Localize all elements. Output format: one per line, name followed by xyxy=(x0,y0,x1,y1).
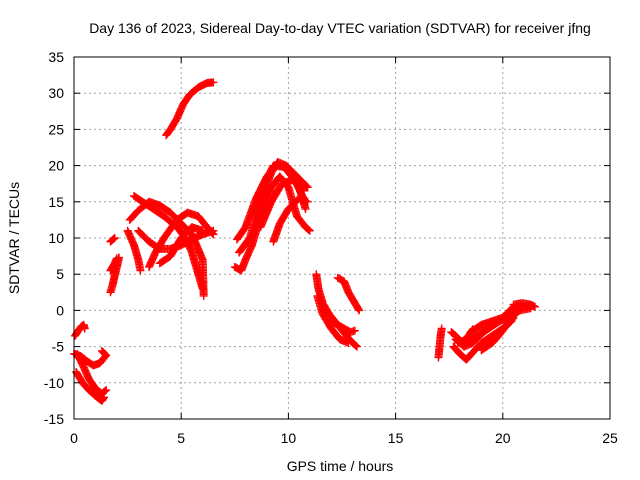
series-track-r xyxy=(247,161,308,221)
data-point xyxy=(303,197,312,206)
series-track-y xyxy=(434,324,446,362)
data-point xyxy=(198,226,207,235)
data-point xyxy=(299,186,308,195)
y-tick-label: 25 xyxy=(48,121,64,137)
data-point xyxy=(350,326,359,335)
series-track-af xyxy=(509,299,539,311)
data-point xyxy=(97,346,106,355)
series-track-f xyxy=(106,253,124,297)
series-track-x xyxy=(327,317,359,337)
data-point xyxy=(351,341,360,350)
y-axis-label: SDTVAR / TECUs xyxy=(6,182,22,294)
series-track-ae xyxy=(477,313,518,355)
y-tick-label: -10 xyxy=(44,375,64,391)
series-track-g xyxy=(106,234,119,246)
series-track-t xyxy=(256,176,308,232)
x-tick-label: 25 xyxy=(602,430,618,446)
chart-title: Day 136 of 2023, Sidereal Day-to-day VTE… xyxy=(89,20,591,36)
data-point xyxy=(304,225,313,234)
data-point xyxy=(301,205,310,214)
data-point xyxy=(509,313,518,322)
data-point xyxy=(109,234,118,243)
data-point xyxy=(530,302,539,311)
series-track-w xyxy=(333,273,364,315)
series-track-l xyxy=(145,208,218,271)
series-track-m xyxy=(155,223,207,268)
x-tick-label: 10 xyxy=(281,430,297,446)
data-point xyxy=(136,266,145,275)
data-points xyxy=(70,78,539,405)
data-point xyxy=(305,226,314,235)
data-point xyxy=(110,234,119,242)
data-point xyxy=(355,306,364,315)
data-point xyxy=(199,291,208,300)
y-tick-label: -15 xyxy=(44,411,64,427)
data-point xyxy=(302,182,311,191)
y-tick-label: 35 xyxy=(48,49,64,65)
x-tick-label: 20 xyxy=(495,430,511,446)
data-point xyxy=(100,393,109,402)
series-track-v xyxy=(313,291,353,347)
data-point xyxy=(102,386,111,395)
series-track-c xyxy=(72,367,109,405)
x-tick-label: 5 xyxy=(177,430,185,446)
series-track-h xyxy=(123,226,145,275)
x-tick-label: 0 xyxy=(70,430,78,446)
y-tick-label: -5 xyxy=(52,339,65,355)
data-point xyxy=(298,185,307,194)
x-tick-label: 15 xyxy=(388,430,404,446)
data-point xyxy=(99,394,108,403)
data-point xyxy=(115,253,124,262)
y-tick-label: 0 xyxy=(56,302,64,318)
y-tick-label: 30 xyxy=(48,85,64,101)
data-point xyxy=(101,386,110,395)
y-tick-label: 10 xyxy=(48,230,64,246)
axis-ticks: 0 5 10 15 20 25 -15 -10 -5 0 5 10 15 20 25 30 35 xyxy=(44,49,618,446)
data-point xyxy=(353,342,362,351)
data-point xyxy=(437,324,446,333)
data-point xyxy=(303,183,312,192)
series-track-n xyxy=(162,78,218,140)
y-tick-label: 5 xyxy=(56,266,64,282)
y-tick-label: 20 xyxy=(48,158,64,174)
series-track-s xyxy=(269,194,312,246)
grid xyxy=(74,57,610,419)
data-point xyxy=(198,284,207,293)
data-point xyxy=(354,305,363,314)
y-tick-label: 15 xyxy=(48,194,64,210)
data-point xyxy=(209,230,218,239)
data-point xyxy=(208,229,217,238)
data-point xyxy=(98,348,107,357)
x-axis-label: GPS time / hours xyxy=(287,458,394,474)
data-point xyxy=(344,338,353,347)
data-point xyxy=(508,314,517,323)
data-point xyxy=(209,78,218,87)
data-point xyxy=(80,324,89,333)
